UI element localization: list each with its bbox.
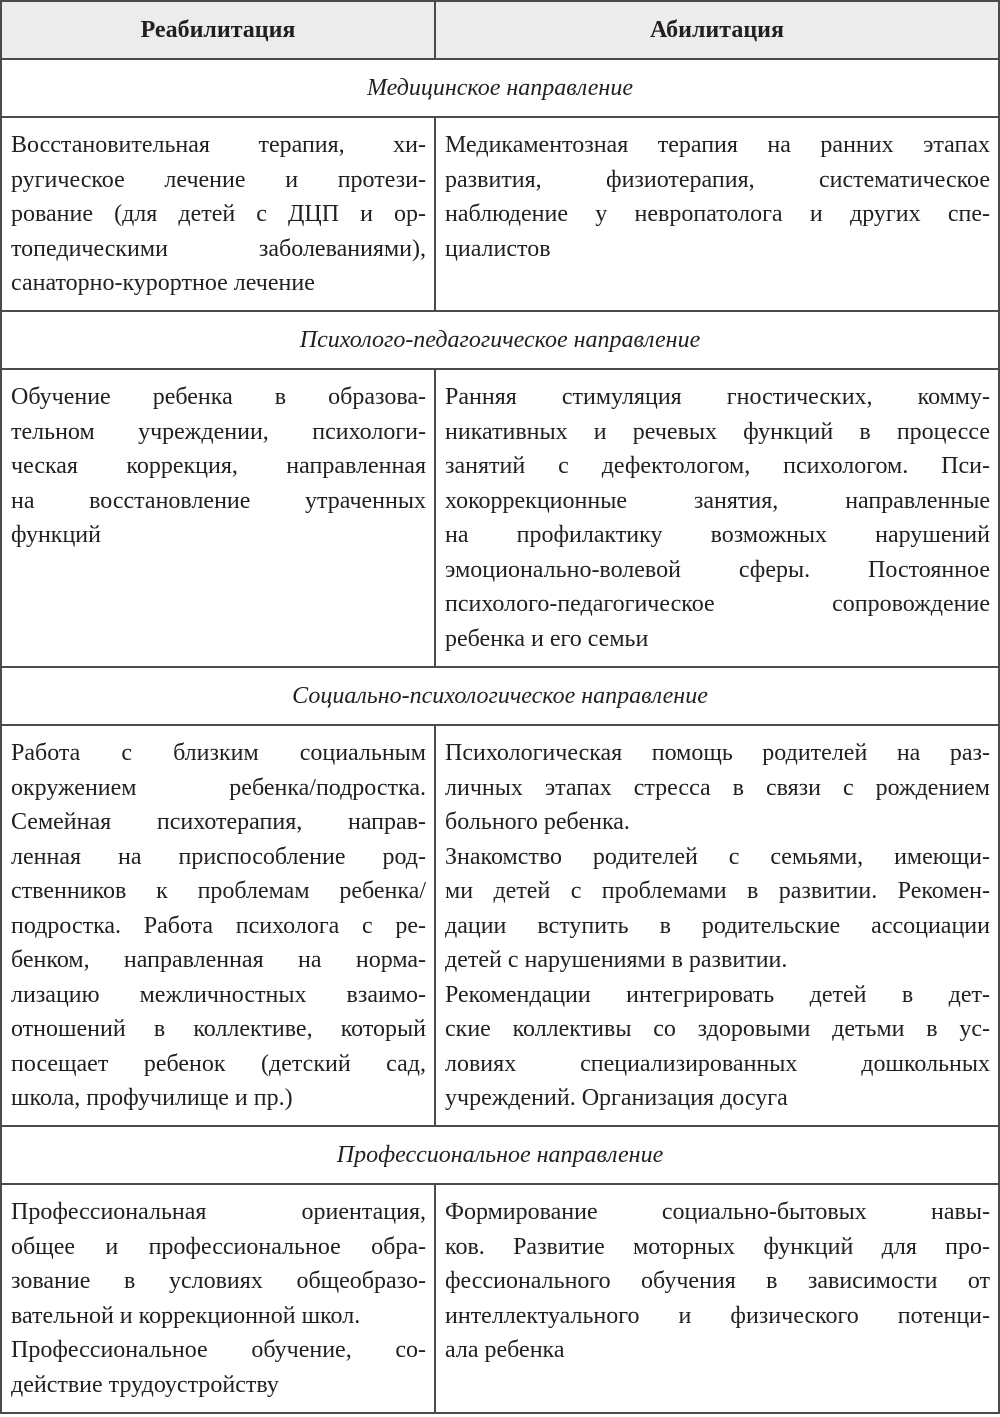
section-title: Психолого-педагогическое направление [0,310,1000,370]
text-line: подростка. Работа психолога с ре- [11,912,426,939]
text-line: ские коллективы со здоровыми детьми в ус… [445,1016,990,1042]
habilitation-cell: Ранняя стимуляция гностических, комму-ни… [434,368,1000,668]
header-habilitation: Абилитация [434,0,1000,60]
text-line: интеллектуального и физического потенци- [445,1302,990,1329]
text-line: отношений в коллективе, который [11,1016,426,1042]
content-row: Восстановительная терапия, хи-ругическое… [0,116,1000,312]
text-line: общее и профессиональное обра- [11,1233,426,1260]
text-line: Знакомство родителей с семьями, имеющи- [445,843,990,870]
text-line: функций [11,522,101,548]
section-row: Психолого-педагогическое направление [0,310,1000,370]
text-line: ловиях специализированных дошкольных [445,1050,990,1077]
text-line: Восстановительная терапия, хи- [11,132,426,158]
content-row: Работа с близким социальным окружением ре… [0,724,1000,1127]
section-title: Профессиональное направление [0,1125,1000,1185]
content-row: Обучение ребенка в образова-тельном учре… [0,368,1000,668]
text-line: ми детей с проблемами в развитии. Рекоме… [445,878,990,904]
text-line: личных этапах стресса в связи с рождение… [445,774,990,801]
text-line: наблюдение у невропатолога и других спе- [445,201,990,227]
rehabilitation-cell: Профессиональная ориентация, общее и проф… [0,1183,436,1414]
text-line: занятий с дефектологом, психологом. Пси- [445,453,990,479]
text-line: на восстановление утраченных [11,487,426,514]
text-line: Обучение ребенка в образова- [11,384,426,410]
text-line: ругическое лечение и протези- [11,166,426,193]
text-line: Психологическая помощь родителей на раз- [445,740,990,766]
text-line: действие трудоустройству [11,1371,279,1398]
text-line: дации вступить в родительские ассоциации [445,912,990,939]
text-line: рование (для детей с ДЦП и ор- [11,201,426,227]
text-line: ческая коррекция, направленная [11,453,426,479]
text-line: Семейная психотерапия, направ- [11,809,426,835]
text-line: никативных и речевых функций в процессе [445,418,990,445]
text-line: тельном учреждении, психологи- [11,418,426,445]
text-line: развития, физиотерапия, систематическое [445,166,990,193]
header-rehabilitation: Реабилитация [0,0,436,60]
text-line: вательной и коррекционной школ. [11,1302,361,1329]
rehabilitation-cell: Восстановительная терапия, хи-ругическое… [0,116,436,312]
text-line: Ранняя стимуляция гностических, комму- [445,384,990,410]
text-line: Работа с близким социальным [11,740,426,766]
rehabilitation-cell: Работа с близким социальным окружением ре… [0,724,436,1127]
text-line: окружением ребенка/подростка. [11,774,426,801]
section-row: Социально-психологическое направление [0,666,1000,726]
text-line: школа, профучилище и пр.) [11,1085,293,1111]
section-row: Профессиональное направление [0,1125,1000,1185]
text-line: санаторно-курортное лечение [11,270,315,296]
text-line: посещает ребенок (детский сад, [11,1050,426,1077]
text-line: больного ребенка. [445,809,630,835]
text-line: топедическими заболеваниями), [11,235,426,262]
text-line: циалистов [445,235,551,262]
text-line: зование в условиях общеобразо- [11,1268,426,1294]
text-line: Профессиональное обучение, со- [11,1337,426,1363]
text-line: ребенка и его семьи [445,625,649,652]
text-line: учреждений. Организация досуга [445,1085,788,1111]
habilitation-cell: Формирование социально-бытовых навы-ков.… [434,1183,1000,1414]
text-line: хокоррекционные занятия, направленные [445,487,990,514]
text-line: бенком, направленная на норма- [11,947,426,973]
header-row: Реабилитация Абилитация [0,0,1000,60]
section-title: Социально-психологическое направление [0,666,1000,726]
text-line: детей с нарушениями в развитии. [445,947,788,973]
text-line: Формирование социально-бытовых навы- [445,1199,990,1225]
text-line: ленная на приспособление род- [11,843,426,870]
text-line: ков. Развитие моторных функций для про- [445,1233,990,1260]
section-title: Медицинское направление [0,58,1000,118]
text-line: лизацию межличностных взаимо- [11,981,426,1008]
text-line: психолого-педагогическое сопровождение [445,591,990,617]
habilitation-cell: Медикаментозная терапия на ранних этапах… [434,116,1000,312]
text-line: ала ребенка [445,1337,565,1363]
text-line: Профессиональная ориентация, [11,1199,426,1225]
text-line: на профилактику возможных нарушений [445,522,990,548]
text-line: Рекомендации интегрировать детей в дет- [445,981,990,1008]
section-row: Медицинское направление [0,58,1000,118]
text-line: эмоционально-волевой сферы. Постоянное [445,556,990,583]
content-row: Профессиональная ориентация, общее и проф… [0,1183,1000,1414]
text-line: Медикаментозная терапия на ранних этапах [445,132,990,158]
rehabilitation-cell: Обучение ребенка в образова-тельном учре… [0,368,436,668]
habilitation-cell: Психологическая помощь родителей на раз-… [434,724,1000,1127]
text-line: ственников к проблемам ребенка/ [11,878,426,904]
text-line: фессионального обучения в зависимости от [445,1268,990,1294]
